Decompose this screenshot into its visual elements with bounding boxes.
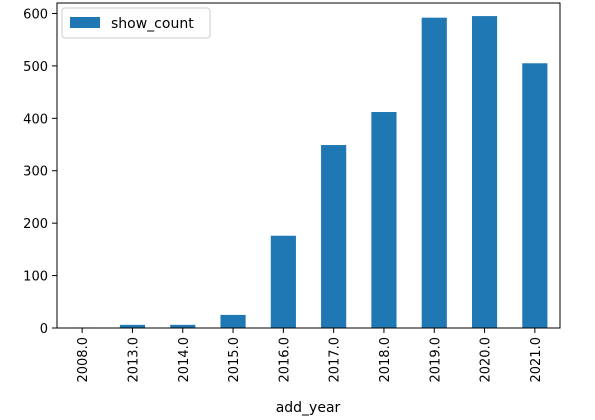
legend-swatch: [70, 17, 100, 28]
plot-frame: [56, 2, 561, 329]
legend-box: [61, 7, 211, 39]
legend-label: show_count: [111, 16, 194, 32]
x-tick-label: 2018.0: [378, 337, 393, 383]
x-tick-label: 2021.0: [529, 337, 544, 383]
legend: show_count: [61, 7, 211, 39]
bar-2018.0: [371, 112, 397, 328]
bar-2020.0: [471, 16, 498, 328]
y-tick-label: 100: [23, 270, 48, 285]
x-tick-label: 2015.0: [227, 337, 242, 383]
bar-2021.0: [522, 63, 548, 328]
x-tick-label: 2020.0: [479, 337, 494, 383]
y-axis: 0 100 200 300 400 500 600: [23, 7, 57, 337]
x-tick-label: 2016.0: [277, 337, 292, 383]
y-tick-label: 300: [23, 165, 48, 180]
bar-2019.0: [421, 17, 447, 329]
y-tick-label: 200: [23, 217, 48, 232]
bar-2014.0: [170, 324, 196, 328]
x-axis-label: add_year: [276, 400, 341, 416]
bars-group: [69, 16, 548, 329]
x-axis: 2008.0 2013.0 2014.0 2015.0 2016.0 2017.0 2018…: [76, 328, 544, 383]
bar-2017.0: [321, 145, 347, 328]
x-tick-label: 2017.0: [328, 337, 343, 383]
y-tick-label: 600: [23, 7, 48, 22]
y-tick-label: 500: [23, 60, 48, 75]
bar-2016.0: [270, 235, 296, 328]
x-tick-label: 2013.0: [126, 337, 141, 383]
y-tick-label: 400: [23, 112, 48, 127]
bar-2013.0: [119, 324, 146, 328]
y-tick-label: 0: [40, 322, 48, 337]
x-tick-label: 2008.0: [76, 337, 91, 383]
x-tick-label: 2014.0: [177, 337, 192, 383]
bar-2015.0: [220, 314, 246, 328]
x-tick-label: 2019.0: [428, 337, 443, 383]
